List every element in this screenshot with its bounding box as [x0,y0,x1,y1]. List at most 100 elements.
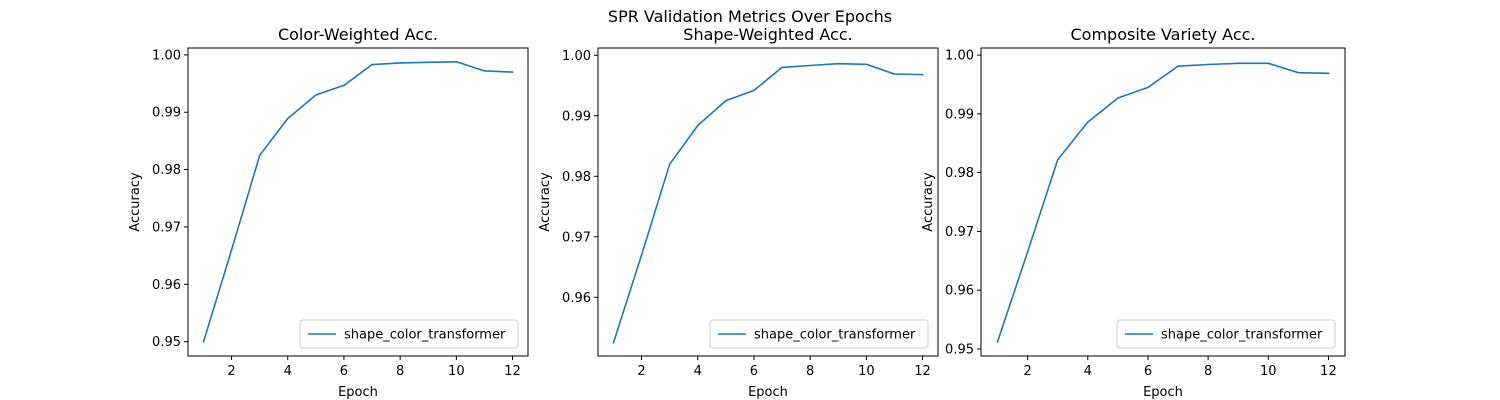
x-tick-label: 10 [1260,364,1277,379]
subplot-1: Color-Weighted Acc. 2 4 6 8 10 12 0.95 0.96 0.97 0… [128,25,529,400]
x-axis-label: Epoch [1143,385,1183,400]
data-point [258,154,261,157]
y-axis-label: Accuracy [921,172,936,232]
data-point [1267,62,1270,65]
data-point [640,254,643,256]
x-axis-label: Epoch [338,385,378,400]
x-tick-label: 12 [914,364,931,379]
legend: shape_color_transformer [299,319,519,349]
x-tick-label: 10 [448,364,465,379]
data-point [809,64,811,67]
y-axis-label: Accuracy [128,172,143,232]
data-point [668,163,671,165]
y-tick-label: 1.00 [152,48,181,63]
data-point [1177,65,1179,68]
x-tick-label: 6 [1144,364,1152,379]
data-point [753,89,755,92]
data-point [921,73,924,76]
data-point [1026,251,1029,253]
legend: shape_color_transformer [709,319,929,349]
data-point [427,61,430,64]
y-tick-label: 0.99 [945,107,974,122]
legend: shape_color_transformer [1116,319,1336,349]
data-point [343,84,345,87]
data-point [893,73,896,75]
legend-label: shape_color_transformer [754,328,916,343]
data-point [1327,72,1330,75]
subplot-3: Composite Variety Acc. 2 4 6 8 10 12 0.95 0.96 0.… [921,25,1346,400]
y-tick-label: 0.99 [562,109,591,124]
y-axis-label: Accuracy [538,172,553,232]
y-tick-label: 0.96 [152,278,181,293]
legend-box [709,319,929,349]
x-tick-label: 4 [284,364,292,379]
x-tick-label: 6 [750,364,758,379]
data-point [1297,71,1300,74]
series-line [612,62,924,344]
x-tick-label: 8 [1204,364,1212,379]
data-point [455,60,458,63]
x-tick-label: 4 [1084,364,1092,379]
axes-frame [187,47,529,357]
x-tick-label: 8 [396,364,404,379]
series-line [996,62,1330,343]
legend-label: shape_color_transformer [344,328,506,343]
y-tick-label: 0.95 [152,335,181,350]
legend-box [1116,319,1336,349]
y-tick-label: 0.98 [945,166,974,181]
data-point [837,62,840,65]
subplot-title: Color-Weighted Acc. [278,25,438,44]
y-tick-label: 0.97 [152,220,181,235]
x-tick-label: 4 [694,364,702,379]
y-tick-label: 0.97 [945,225,974,240]
data-point [1056,158,1059,161]
data-point [371,63,373,66]
subplot-title: Composite Variety Acc. [1070,25,1255,44]
data-point [483,70,486,72]
data-point [696,124,699,127]
x-tick-label: 12 [1320,364,1337,379]
x-axis-label: Epoch [748,385,788,400]
axes-frame [980,47,1346,357]
subplot-2: Shape-Weighted Acc. 2 4 6 8 10 12 0.96 0.97 0.98 0… [538,25,939,400]
data-point [725,99,727,102]
data-point [286,117,289,120]
y-tick-label: 0.99 [152,106,181,121]
figure-suptitle: SPR Validation Metrics Over Epochs [608,7,892,26]
x-tick-label: 6 [340,364,348,379]
data-point [315,94,317,96]
y-tick-label: 0.97 [562,230,591,245]
data-point [399,62,401,64]
subplot-title: Shape-Weighted Acc. [683,25,852,44]
data-point [1117,97,1119,99]
data-point [202,340,205,343]
data-point [1147,86,1149,89]
y-tick-label: 0.95 [945,342,974,357]
x-tick-label: 12 [504,364,521,379]
y-tick-label: 0.98 [562,170,591,185]
subplots: Color-Weighted Acc. 2 4 6 8 10 12 0.95 0.96 0.97 0… [128,25,1346,400]
x-tick-label: 2 [227,364,235,379]
data-point [612,341,615,344]
y-tick-label: 1.00 [562,49,591,64]
axes-frame [597,47,939,357]
data-point [865,63,868,66]
legend-label: shape_color_transformer [1161,328,1323,343]
data-point [781,66,783,69]
x-tick-label: 2 [637,364,645,379]
data-point [996,341,999,343]
data-point [1207,63,1209,66]
y-tick-label: 0.96 [562,291,591,306]
x-tick-label: 8 [806,364,814,379]
legend-box [299,319,519,349]
series-line [202,60,514,343]
data-point [511,71,514,73]
x-tick-label: 2 [1023,364,1031,379]
y-tick-label: 0.96 [945,284,974,299]
y-tick-label: 1.00 [945,49,974,64]
data-point [1237,62,1240,65]
x-tick-label: 10 [858,364,875,379]
data-point [230,249,233,251]
data-point [1086,121,1089,123]
